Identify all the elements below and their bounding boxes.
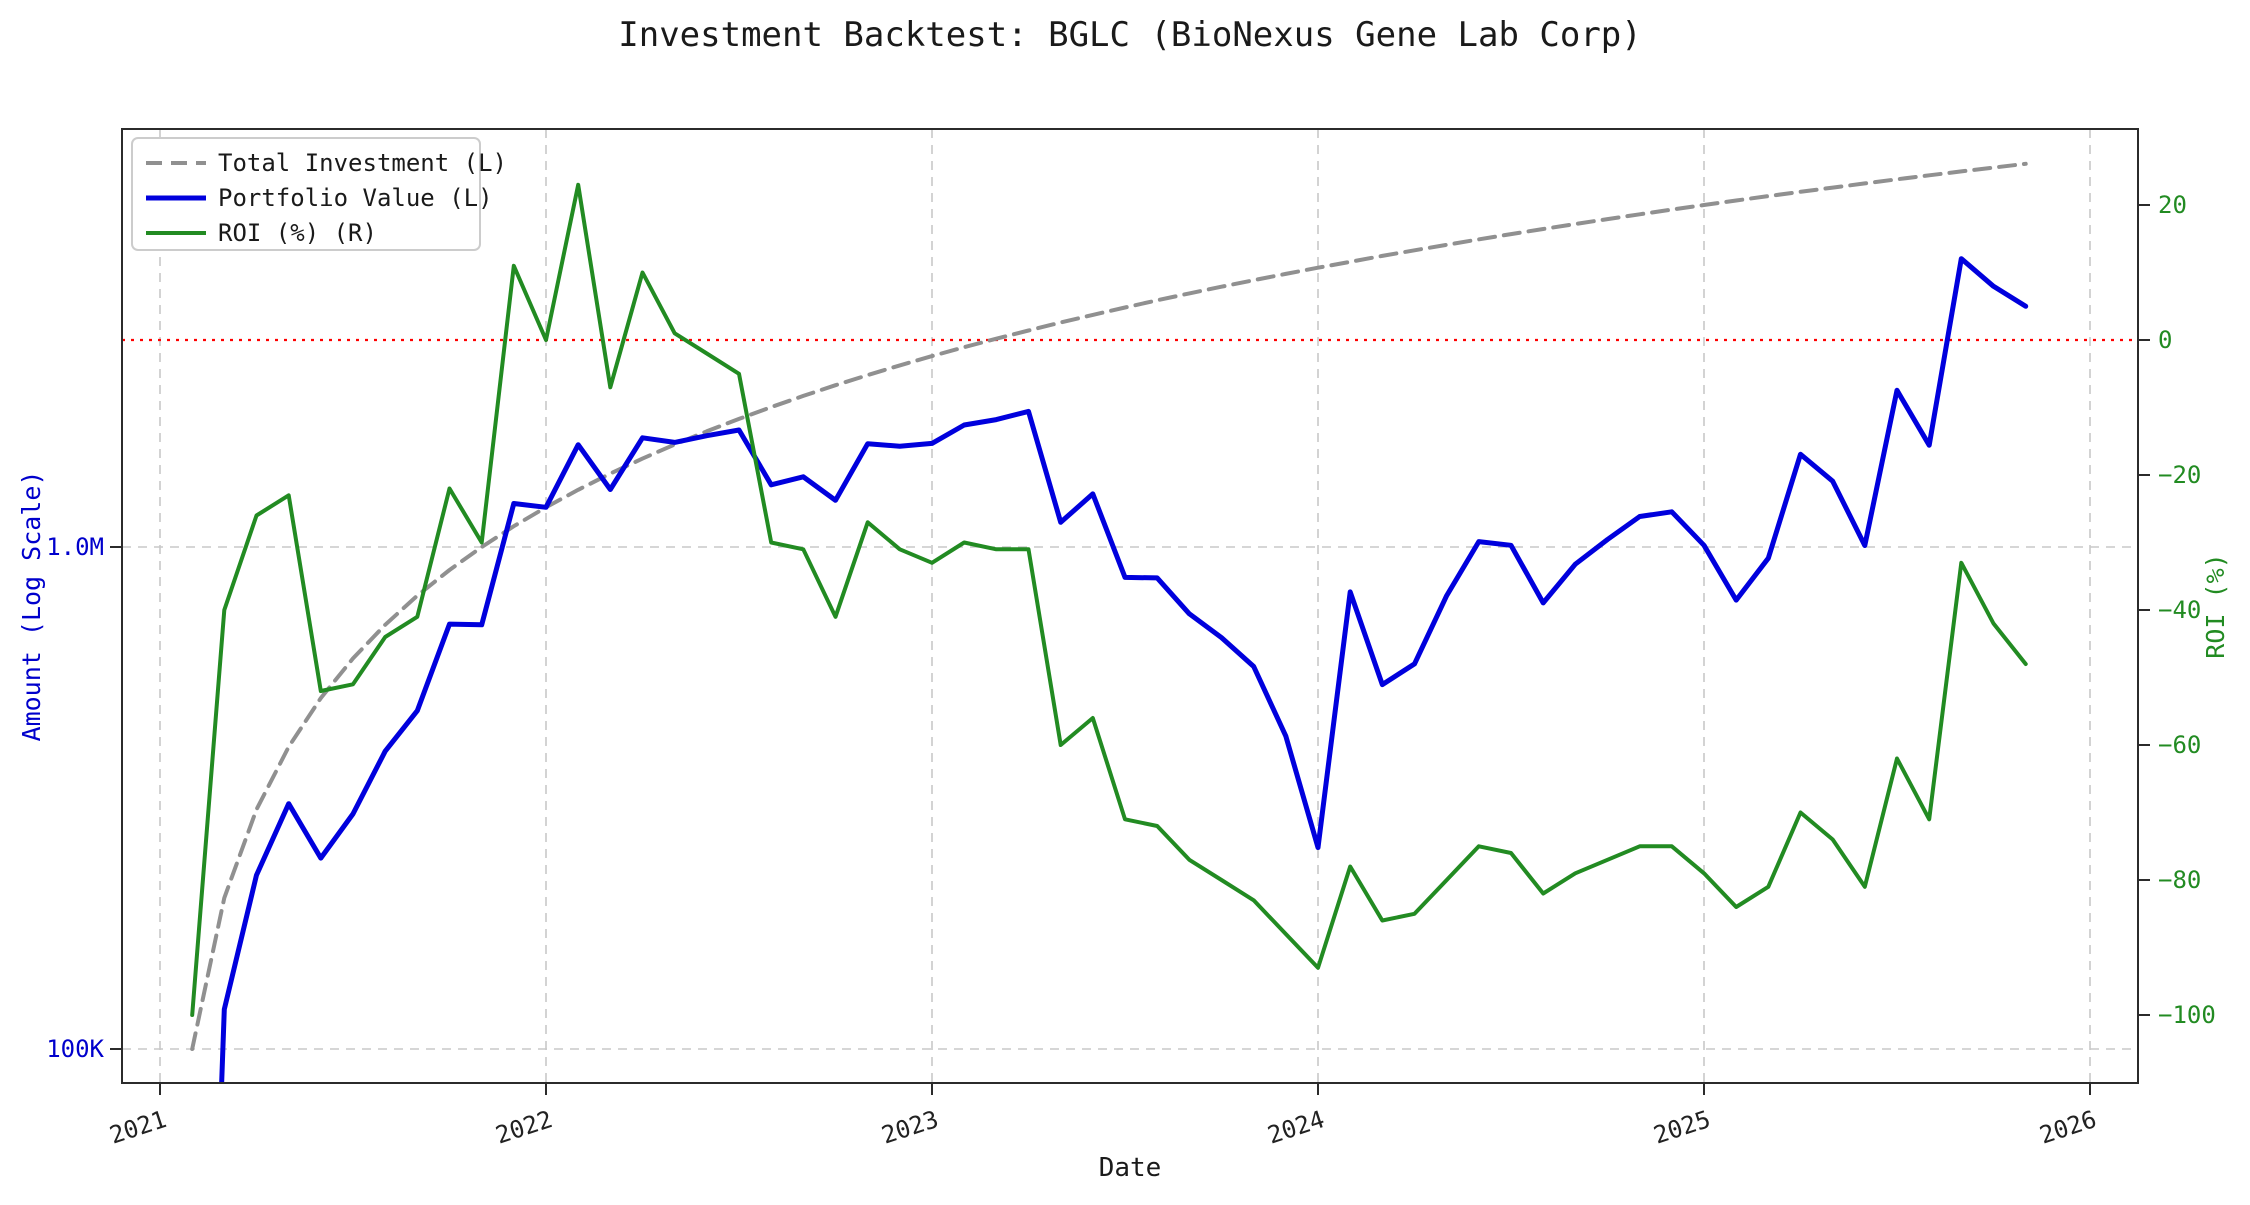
- right-tick-20: 20: [2158, 191, 2187, 219]
- xtick-2026: 2026: [2036, 1105, 2100, 1149]
- xtick-2021: 2021: [106, 1105, 170, 1149]
- right-tick-n100: −100: [2158, 1001, 2216, 1029]
- grid-layer: [122, 129, 2138, 1083]
- plot-border: [121, 128, 2139, 1084]
- right-tick-n80: −80: [2158, 866, 2201, 894]
- xtick-2023: 2023: [878, 1105, 942, 1149]
- xtick-2022: 2022: [492, 1105, 556, 1149]
- right-y-axis-label: ROI (%): [2201, 553, 2230, 658]
- right-tick-n60: −60: [2158, 731, 2201, 759]
- right-axis-ticks: 20 0 −20 −40 −60 −80 −100: [2158, 191, 2216, 1029]
- legend-label-total-investment: Total Investment (L): [218, 149, 507, 177]
- right-tick-n20: −20: [2158, 461, 2201, 489]
- left-tick-100k: 100K: [46, 1035, 104, 1063]
- xtick-2025: 2025: [1650, 1105, 1714, 1149]
- tick-marks: [110, 204, 2150, 1095]
- left-tick-1m: 1.0M: [46, 533, 104, 561]
- left-axis-ticks: 1.0M 100K: [46, 533, 104, 1063]
- total-investment-line: [190, 161, 2028, 1051]
- legend-box: [131, 137, 481, 251]
- legend: Total Investment (L) Portfolio Value (L)…: [131, 137, 507, 251]
- x-axis-ticks: 2021 2022 2023 2024 2025 2026: [106, 1105, 2100, 1149]
- legend-label-roi: ROI (%) (R): [218, 219, 377, 247]
- xtick-2024: 2024: [1264, 1105, 1328, 1149]
- legend-label-portfolio-value: Portfolio Value (L): [218, 184, 493, 212]
- portfolio-value-line: [219, 256, 2029, 1083]
- right-tick-0: 0: [2158, 326, 2172, 354]
- left-y-axis-label: Amount (Log Scale): [17, 471, 46, 742]
- series-layer: [190, 161, 2029, 1083]
- roi-line: [190, 182, 2028, 1017]
- right-tick-n40: −40: [2158, 596, 2201, 624]
- chart-title: Investment Backtest: BGLC (BioNexus Gene…: [618, 15, 1642, 55]
- x-axis-label: Date: [1099, 1153, 1162, 1183]
